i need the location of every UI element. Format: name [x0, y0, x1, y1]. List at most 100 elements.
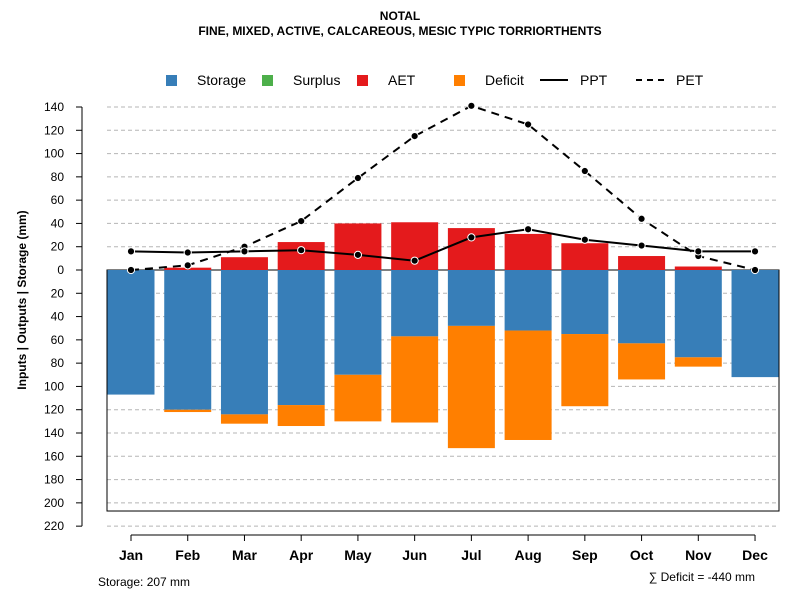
x-tick-label: Dec: [742, 547, 768, 563]
legend-ppt: PPT: [540, 70, 607, 90]
y-tick-label: 120: [44, 403, 64, 417]
aet-bar: [561, 243, 609, 270]
pet-line-point: [524, 120, 533, 129]
pet-line-point: [467, 101, 476, 110]
legend-storage-label: Storage: [197, 72, 247, 88]
y-tick-label: 100: [44, 147, 64, 161]
deficit-bar: [447, 325, 495, 449]
y-tick-label: 180: [44, 473, 64, 487]
x-tick-label: Sep: [572, 547, 598, 563]
deficit-bar: [164, 409, 212, 413]
aet-bar: [334, 223, 382, 270]
y-tick-label: 60: [51, 193, 65, 207]
y-tick-label: 160: [44, 449, 64, 463]
storage-capacity-box: [106, 269, 780, 512]
legend-aet-label: AET: [388, 72, 416, 88]
y-tick-label: 0: [57, 263, 64, 277]
deficit-bar: [674, 357, 722, 367]
ppt-line-point: [637, 241, 646, 250]
pet-line: [130, 104, 756, 271]
storage-bar: [391, 270, 439, 337]
storage-bar: [334, 270, 382, 375]
storage-bar: [561, 270, 609, 335]
x-tick-label: Apr: [289, 547, 314, 563]
ppt-line-point: [353, 250, 363, 259]
ppt-line-point: [467, 233, 476, 242]
aet-bar: [618, 256, 666, 270]
legend-deficit: Deficit: [454, 70, 524, 90]
y-tick-label: 80: [51, 356, 65, 370]
y-tick-label: 60: [51, 333, 65, 347]
x-tick-label: Jan: [119, 547, 143, 563]
pet-line-point: [353, 173, 363, 183]
ppt-line-point: [694, 247, 703, 256]
deficit-bar: [277, 405, 325, 427]
x-tick-label: Jul: [461, 547, 481, 563]
pet-line-point: [410, 132, 419, 141]
y-tick-label: 40: [51, 310, 65, 324]
deficit-bar: [391, 336, 439, 423]
chart-title: NOTAL: [379, 9, 421, 23]
legend-ppt-line: [540, 79, 568, 81]
x-tick-label: Aug: [515, 547, 542, 563]
legend-deficit-label: Deficit: [485, 72, 524, 88]
legend-pet-line: [636, 79, 664, 81]
legend-pet-label: PET: [676, 72, 704, 88]
ppt-line-point: [126, 247, 136, 256]
y-tick-label: 140: [44, 426, 64, 440]
deficit-footer: ∑ Deficit = -440 mm: [648, 570, 755, 584]
ppt-line-point: [410, 256, 419, 265]
legend-surplus-label: Surplus: [293, 72, 341, 88]
pet-line-point: [580, 166, 589, 176]
pet-line-point: [750, 265, 760, 275]
storage-bar: [618, 270, 666, 344]
y-tick-label: 40: [51, 216, 65, 230]
pet-line-point: [297, 216, 306, 226]
y-tick-label: 20: [51, 240, 65, 254]
x-tick-label: Jun: [402, 547, 427, 563]
deficit-bar: [561, 334, 609, 407]
legend-ppt-label: PPT: [580, 72, 608, 88]
legend-surplus: Surplus: [262, 70, 340, 90]
x-tick-label: Feb: [175, 547, 200, 563]
legend-storage: Storage: [166, 70, 246, 90]
aet-bar: [674, 266, 722, 270]
y-tick-label: 200: [44, 496, 64, 510]
ppt-line-point: [524, 225, 533, 234]
ppt-line-point: [240, 247, 249, 256]
y-tick-label: 100: [44, 379, 64, 393]
pet-line-point: [126, 265, 136, 275]
y-tick-label: 20: [51, 286, 65, 300]
storage-bar: [674, 270, 722, 358]
x-tick-label: Oct: [630, 547, 654, 563]
pet-line-point: [637, 214, 646, 223]
deficit-bar: [220, 414, 268, 424]
storage-footer: Storage: 207 mm: [98, 575, 191, 589]
aet-bar: [504, 233, 552, 270]
storage-bar: [504, 270, 552, 331]
x-tick-label: Mar: [232, 547, 257, 563]
deficit-bar: [504, 330, 552, 440]
chart-subtitle: FINE, MIXED, ACTIVE, CALCAREOUS, MESIC T…: [198, 24, 602, 38]
pet-line-point: [183, 261, 192, 270]
legend-aet: AET: [357, 70, 415, 90]
y-tick-label: 80: [51, 170, 65, 184]
storage-bar: [164, 270, 212, 410]
deficit-bar: [618, 343, 666, 380]
storage-bar: [277, 270, 325, 406]
ppt-line-point: [183, 248, 192, 257]
legend-deficit-swatch: [454, 74, 465, 86]
x-tick-label: Nov: [685, 547, 712, 563]
ppt-line: [130, 228, 756, 262]
legend-storage-swatch: [166, 74, 177, 86]
y-tick-label: 220: [44, 519, 64, 533]
storage-bar: [731, 270, 779, 378]
storage-bar: [107, 270, 155, 395]
x-tick-label: May: [344, 547, 371, 563]
legend-aet-swatch: [357, 74, 368, 86]
ppt-line-point: [750, 247, 760, 256]
deficit-bar: [334, 374, 382, 422]
storage-bar: [447, 270, 495, 326]
aet-bar: [220, 257, 268, 270]
